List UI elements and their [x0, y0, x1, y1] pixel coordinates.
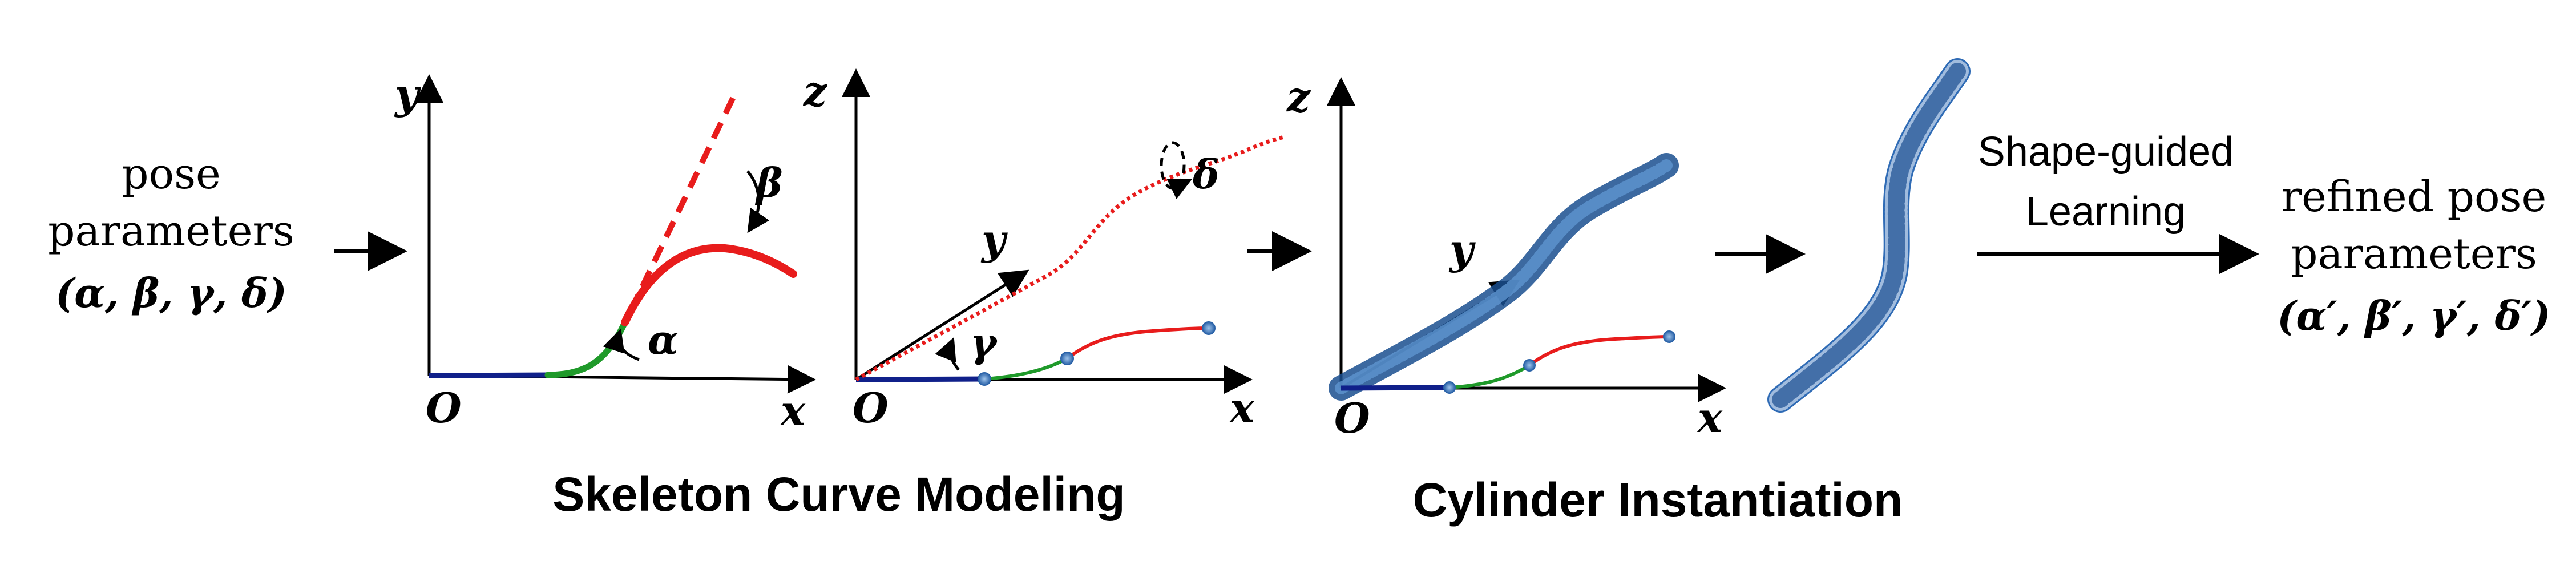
p3-cylinder-texture — [1335, 159, 1673, 394]
p2-red-dotted-curve — [855, 135, 1285, 382]
p3-joint-2 — [1523, 359, 1536, 372]
p2-y-axis — [855, 269, 1029, 381]
p3-x-label: x — [1697, 393, 1723, 442]
p2-origin-label: O — [853, 384, 889, 432]
input-parameters: pose parameters (α, β, γ, δ) — [48, 150, 294, 317]
p1-alpha-arc — [603, 328, 640, 361]
title-cylinder: Cylinder Instantiation — [1413, 473, 1903, 527]
output-line3: (α′, β′, γ′, δ′) — [2277, 292, 2551, 340]
p2-gamma-arc — [935, 337, 960, 371]
p2-joint-3 — [1202, 321, 1216, 335]
p3-joint-3 — [1663, 330, 1675, 343]
p2-gamma: γ — [970, 319, 998, 366]
p1-x-label: x — [780, 386, 806, 435]
panel-3d-curve: z y x O γ δ — [802, 67, 1285, 432]
p3-origin-label: O — [1334, 394, 1370, 442]
input-line2: parameters — [48, 207, 294, 256]
p1-green-segment — [544, 319, 628, 378]
point-cloud-shape — [1767, 58, 1971, 413]
point-cloud-dots — [1772, 63, 1966, 408]
output-line1: refined pose — [2282, 172, 2547, 221]
p1-alpha: α — [648, 316, 679, 364]
p2-green-segment — [984, 357, 1068, 381]
p1-y-label: y — [394, 70, 421, 118]
p3-z-label: z — [1286, 72, 1311, 121]
p2-z-label: z — [802, 67, 828, 115]
p1-origin-label: O — [426, 384, 462, 432]
p2-base-segment — [855, 376, 985, 382]
learning-line1: Shape-guided — [1978, 129, 2234, 175]
p3-joint-1 — [1443, 381, 1456, 394]
title-skeleton: Skeleton Curve Modeling — [552, 467, 1125, 521]
learning-line2: Learning — [2026, 189, 2186, 235]
p2-delta: δ — [1192, 151, 1220, 198]
p2-y-label: y — [980, 215, 1008, 264]
p3-red-curve — [1528, 335, 1670, 367]
p3-green-segment — [1449, 364, 1531, 389]
p3-cylinder-tube — [1329, 153, 1679, 401]
panel-2d-curve: y x O α β — [394, 70, 816, 435]
p2-x-label: x — [1229, 384, 1255, 432]
p3-y-label: y — [1448, 225, 1476, 273]
output-parameters: refined pose parameters (α′, β′, γ′, δ′) — [2277, 172, 2551, 340]
panel-cylinder: z y x O — [1286, 72, 1726, 442]
p1-dashed-tangent — [628, 90, 739, 313]
p1-base-segment — [429, 372, 548, 378]
output-line2: parameters — [2291, 229, 2537, 279]
p2-red-curve — [1066, 326, 1209, 360]
p1-red-arc — [621, 244, 797, 326]
input-line1: pose — [122, 150, 221, 199]
p1-beta: β — [754, 159, 782, 207]
p2-joint-2 — [1060, 352, 1074, 365]
p1-beta-arc — [746, 170, 770, 233]
p2-delta-arrow — [1166, 178, 1193, 200]
input-line3: (α, β, γ, δ) — [55, 269, 287, 317]
shape-guided-learning: Shape-guided Learning — [1978, 129, 2234, 235]
p2-joint-1 — [978, 372, 991, 386]
